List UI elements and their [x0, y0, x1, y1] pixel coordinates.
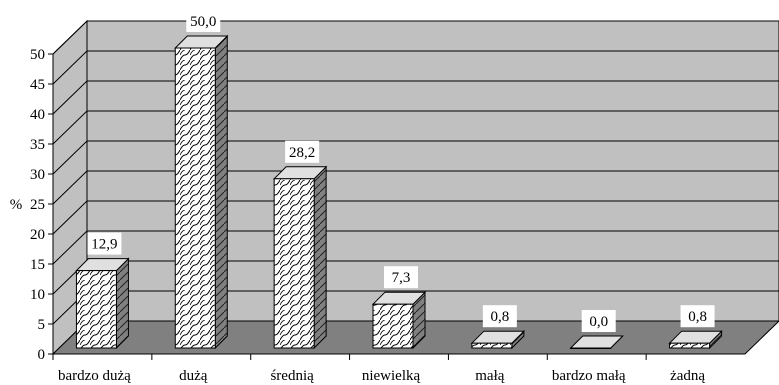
data-labels: 12,9 50,0 28,2 7,3 0,8 0,0 0,8 [87, 10, 715, 332]
y-tick-label: 25 [30, 197, 45, 213]
bar [668, 329, 723, 350]
gridline [52, 170, 779, 205]
gridlines [52, 20, 779, 325]
bar-front [75, 270, 117, 349]
y-tick-label: 5 [38, 317, 46, 333]
bar-front [273, 178, 315, 349]
bar-front [372, 303, 414, 349]
data-label-text: 0,8 [688, 309, 707, 325]
data-label-text: 0,8 [490, 309, 509, 325]
x-tick-label: małą [475, 368, 504, 384]
x-tick-labels: bardzo dużą dużą średnią niewielką małą bardz… [52, 354, 705, 384]
y-tick-label: 20 [30, 227, 45, 243]
gridline [52, 230, 779, 265]
gridline [52, 110, 779, 145]
data-label-text: 50,0 [190, 14, 216, 30]
x-tick-label: bardzo dużą [58, 368, 131, 384]
bar-front [669, 342, 711, 349]
x-tick-label: dużą [179, 368, 208, 384]
bar [470, 329, 526, 350]
bar [75, 257, 130, 350]
y-tick-label: 0 [38, 347, 46, 363]
y-tick-label: 30 [30, 167, 45, 183]
data-label: 0,8 [680, 305, 715, 328]
bar-side [313, 165, 327, 350]
y-tick-label: 35 [30, 137, 45, 153]
gridline [52, 50, 779, 85]
y-tick-label: 10 [30, 287, 45, 303]
y-tick-label: 40 [30, 107, 45, 123]
data-label-text: 28,2 [289, 145, 315, 161]
gridline [52, 140, 779, 175]
bar [371, 290, 427, 350]
y-tick-label: 45 [30, 77, 45, 93]
bars [75, 34, 723, 350]
data-label: 7,3 [384, 266, 418, 289]
x-tick-label: średnią [270, 368, 314, 384]
data-label-text: 7,3 [392, 270, 411, 286]
gridline [52, 80, 779, 115]
data-label: 0,0 [581, 310, 616, 332]
data-label-text: 0,0 [589, 314, 608, 330]
gridline [52, 20, 779, 55]
data-label: 0,8 [482, 305, 517, 328]
y-axis: 0 5 10 15 20 25 30 35 40 45 50 [30, 47, 54, 363]
bar [569, 335, 624, 349]
y-axis-label: % [10, 197, 23, 213]
gridline [52, 200, 779, 235]
bar-side [115, 257, 129, 350]
y-tick-label: 50 [30, 47, 45, 63]
data-label: 12,9 [87, 232, 122, 255]
bar-front [174, 47, 216, 349]
x-tick-label: żadną [670, 368, 705, 384]
y-tick-label: 15 [30, 257, 45, 273]
data-label: 50,0 [186, 10, 221, 32]
x-tick-label: niewielką [362, 368, 421, 384]
bar-front [570, 347, 612, 349]
bar-front [471, 342, 513, 349]
data-label-text: 12,9 [91, 237, 117, 253]
x-tick-label: bardzo małą [552, 368, 626, 384]
data-label: 28,2 [285, 140, 320, 163]
bar-side [214, 34, 228, 350]
bar [272, 165, 328, 350]
bar [174, 34, 229, 350]
